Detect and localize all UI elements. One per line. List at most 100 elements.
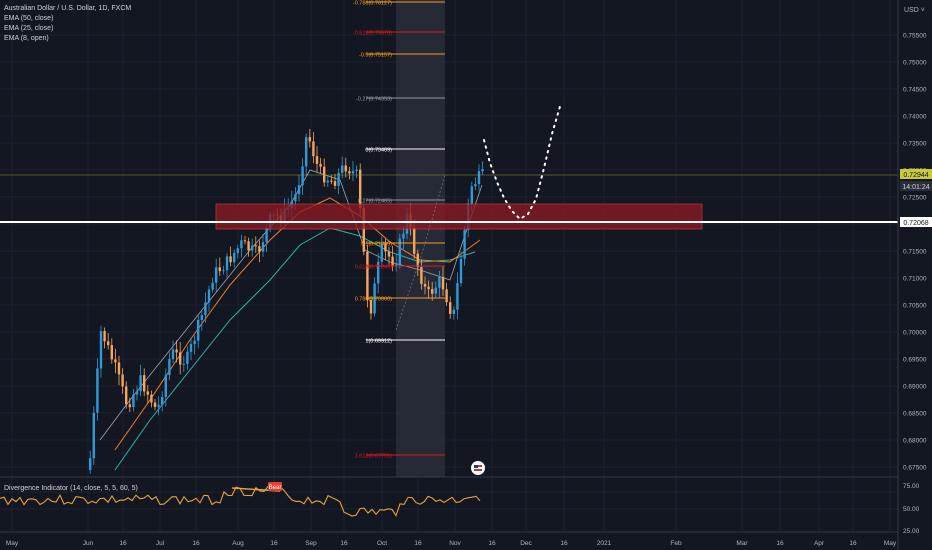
candle-body <box>420 267 423 284</box>
candle-body <box>186 351 189 364</box>
price-tick-label: 0.69000 <box>903 384 927 391</box>
flag-icon[interactable] <box>471 461 485 475</box>
osc-tick-label: 25.00 <box>903 528 920 535</box>
candle-body <box>258 246 261 252</box>
projection-path[interactable] <box>483 102 562 221</box>
time-tick-label: 16 <box>340 540 348 547</box>
price-tick-label: 0.70500 <box>903 303 927 310</box>
candle-body <box>474 184 477 187</box>
last-price-tag: 0.72944 14:01:24 <box>900 169 932 191</box>
candle-body <box>398 238 401 265</box>
time-tick-label: Jun <box>83 540 94 547</box>
fib-level-label: -0.786(0.76127) <box>353 1 392 7</box>
candle-body <box>341 165 344 173</box>
time-tick-label: 16 <box>192 540 200 547</box>
candle-body <box>391 256 394 266</box>
fib-level-label: 0.786(0.70660) <box>355 297 392 303</box>
price-tick-label: 0.68000 <box>903 438 927 445</box>
oscillator-pane: Bear <box>0 476 932 533</box>
fib-level-label: -0.618(0.75570) <box>353 31 392 37</box>
fib-retracement: -0.786(0.76127) -0.618(0.75570) -0.5(0.751… <box>353 1 446 460</box>
candle-body <box>117 362 121 375</box>
candle-body <box>445 289 448 303</box>
price-tick-label: 0.69500 <box>903 357 927 364</box>
candle-body <box>337 172 340 186</box>
candle-body <box>459 258 463 284</box>
candle-body <box>434 287 437 294</box>
indicator-ema-25[interactable]: EMA (25, close) <box>4 25 54 32</box>
candle-body <box>254 245 257 247</box>
candle-body <box>387 251 391 257</box>
candle-body <box>308 137 311 142</box>
candle-body <box>359 169 362 209</box>
candle-body <box>168 359 171 376</box>
candle-body <box>182 363 185 365</box>
candle-body <box>326 180 329 183</box>
time-tick-label: May <box>6 540 19 547</box>
candle-body <box>189 343 193 352</box>
candle-body <box>380 243 383 262</box>
candle-body <box>157 404 160 407</box>
candle-body <box>449 302 452 314</box>
price-tick-label: 0.74000 <box>903 114 927 121</box>
candle-body <box>470 186 473 204</box>
candle-body <box>413 227 416 254</box>
oscillator-legend[interactable]: Divergence Indicator (14, close, 5, 5, 6… <box>4 485 138 492</box>
candle-body <box>236 248 239 253</box>
price-tick-label: 0.68500 <box>903 411 927 418</box>
candle-body <box>369 300 373 314</box>
candle-body <box>175 349 178 353</box>
symbol-title[interactable]: Australian Dollar / U.S. Dollar, 1D, FXC… <box>4 5 132 12</box>
candle-body <box>164 375 167 397</box>
candle-body <box>222 270 225 272</box>
candle-body <box>351 170 355 174</box>
candle-body <box>402 233 405 239</box>
indicator-ema-50[interactable]: EMA (50, close) <box>4 15 54 22</box>
ema-50-line <box>114 227 476 471</box>
candle-body <box>229 256 232 263</box>
candle-body <box>103 331 106 342</box>
indicator-ema-8[interactable]: EMA (8, open) <box>4 35 49 42</box>
candle-body <box>362 208 365 252</box>
time-tick-label: Sep <box>305 540 317 547</box>
candle-body <box>319 163 322 167</box>
fib-level-label: 0.5(0.71665) <box>361 242 392 248</box>
time-tick-label: 2021 <box>597 540 612 547</box>
currency-label[interactable]: USD ˅ <box>904 7 925 14</box>
fib-level-label: 0.27(0.72465) <box>358 199 392 205</box>
currency-code: USD <box>904 7 919 14</box>
candle-body <box>225 256 229 271</box>
currency-caret: ˅ <box>919 7 925 14</box>
candle-body <box>456 283 459 310</box>
candle-body <box>240 240 243 249</box>
candle-body <box>92 412 95 459</box>
candle-body <box>153 402 157 407</box>
candle-body <box>193 340 196 344</box>
fib-level-label: -0.27(0.74353) <box>356 97 392 103</box>
candle-body <box>366 251 369 301</box>
time-tick-label: 16 <box>776 540 784 547</box>
candle-body <box>215 267 218 283</box>
fib-level-label: 0.618(0.71249) <box>355 265 392 271</box>
candle-body <box>96 368 99 413</box>
fib-level-label: -0.5(0.75157) <box>359 53 392 59</box>
price-tick-label: 0.67500 <box>903 465 927 472</box>
fib-trend-line <box>395 174 446 331</box>
candle-body <box>265 227 268 243</box>
resistance-zone[interactable] <box>215 203 703 230</box>
candle-body <box>197 319 200 341</box>
time-tick-label: Jul <box>156 540 165 547</box>
time-tick-label: 16 <box>270 540 278 547</box>
candle-body <box>121 374 124 387</box>
candle-body <box>452 309 455 314</box>
candle-body <box>441 277 445 290</box>
osc-tick-label: 75.00 <box>903 483 920 490</box>
candle-body <box>211 282 214 290</box>
candle-body <box>204 302 207 316</box>
bear-label: Bear <box>269 485 282 491</box>
candle-body <box>110 345 113 360</box>
last-price-value: 0.72944 <box>903 172 928 179</box>
candle-body <box>132 394 135 408</box>
candle-body <box>251 245 254 251</box>
